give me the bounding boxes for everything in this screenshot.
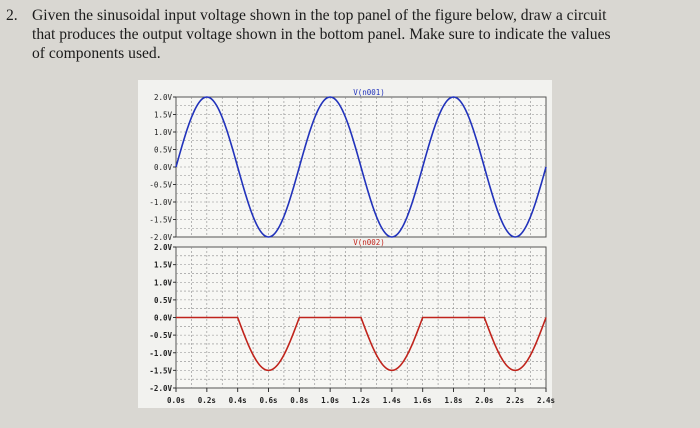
question-number: 2. [6, 7, 18, 24]
y-tick-label: 0.0V [154, 163, 173, 172]
y-tick-label: -0.5V [149, 181, 172, 190]
y-tick-label: 2.0V [154, 243, 173, 252]
x-tick-label: 1.0s [321, 396, 339, 405]
x-tick-label: 0.0s [167, 396, 185, 405]
y-tick-label: 1.0V [154, 278, 173, 287]
x-tick-label: 2.2s [506, 396, 524, 405]
series-line-vn002 [176, 316, 547, 372]
y-tick-label: -1.5V [149, 216, 172, 225]
y-tick-label: -1.0V [149, 198, 172, 207]
y-tick-label: 0.5V [154, 296, 173, 305]
series-line-vn001 [175, 96, 547, 238]
question-line-1: Given the sinusoidal input voltage shown… [32, 7, 607, 24]
question-line-2: that produces the output voltage shown i… [32, 26, 611, 43]
x-tick-label: 0.2s [198, 396, 216, 405]
x-tick-label: 1.4s [383, 396, 401, 405]
x-tick-label: 1.8s [444, 396, 462, 405]
y-tick-label: -1.5V [149, 366, 172, 375]
y-tick-label: -1.0V [149, 349, 172, 358]
x-tick-label: 1.6s [414, 396, 432, 405]
y-tick-label: 0.0V [154, 314, 173, 323]
panel-bottom: 2.0V 1.5V 1.0V 0.5V 0.0V -0.5V -1.0V -1.5V -2.0V… [149, 238, 555, 405]
panel-top: 2.0V 1.5V 1.0V 0.5V 0.0V -0.5V -1.0V -1.5V -2.0V… [149, 88, 547, 242]
x-tick-label: 2.0s [475, 396, 493, 405]
y-tick-label: 1.5V [154, 261, 173, 270]
x-tick-label: 1.2s [352, 396, 370, 405]
plot-title: V(n001) [353, 88, 385, 97]
x-tick-label: 0.6s [259, 396, 277, 405]
y-tick-label: -2.0V [149, 384, 172, 393]
x-tick-label: 0.8s [290, 396, 308, 405]
plot-title: V(n002) [353, 238, 385, 247]
y-tick-label: 1.0V [154, 128, 173, 137]
x-tick-label: 2.4s [537, 396, 555, 405]
y-tick-label: 0.5V [154, 146, 173, 155]
y-tick-label: -0.5V [149, 331, 172, 340]
y-tick-label: 2.0V [154, 93, 173, 102]
question-line-3: of components used. [32, 45, 161, 62]
plot-panels: 2.0V 1.5V 1.0V 0.5V 0.0V -0.5V -1.0V -1.5V -2.0V… [149, 88, 555, 405]
y-tick-label: 1.5V [154, 111, 173, 120]
x-tick-label: 0.4s [229, 396, 247, 405]
y-tick-label: -2.0V [149, 233, 172, 242]
